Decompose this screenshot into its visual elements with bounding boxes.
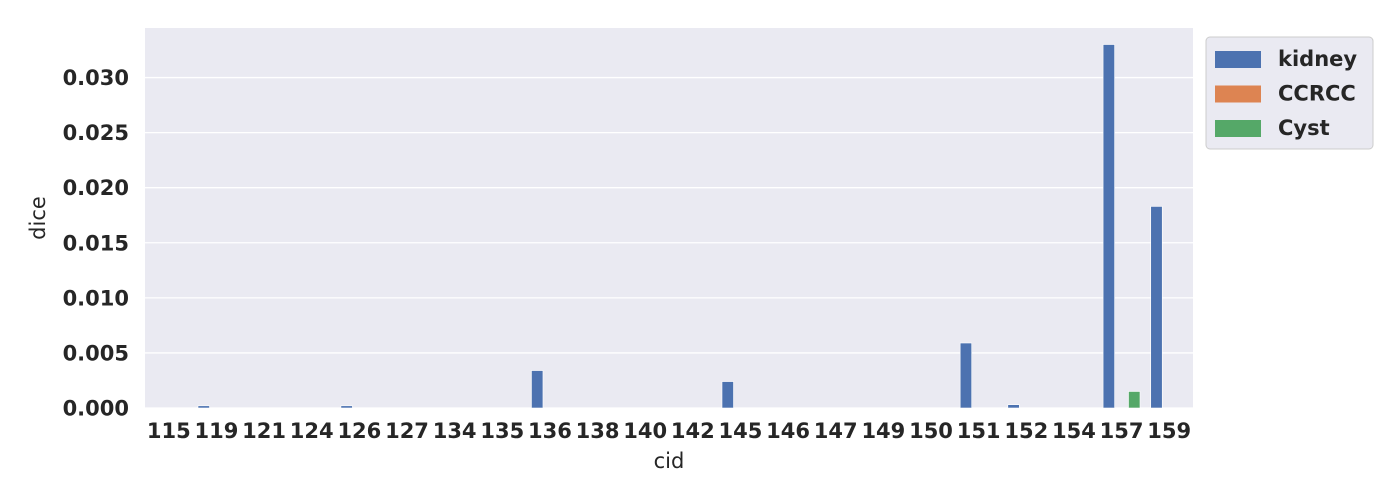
- x-tick-label: 142: [671, 419, 715, 443]
- grid-lines: [145, 76, 1193, 409]
- bar-kidney-145: [721, 381, 734, 409]
- x-axis-label: cid: [654, 449, 685, 473]
- plot-background: [145, 28, 1193, 408]
- x-tick-label: 124: [290, 419, 334, 443]
- x-tick-label: 152: [1004, 419, 1048, 443]
- legend-swatch-kidney: [1215, 51, 1261, 68]
- y-tick-label: 0.025: [63, 121, 129, 145]
- x-tick-label: 135: [480, 419, 524, 443]
- x-tick-label: 151: [957, 419, 1001, 443]
- y-tick-label: 0.015: [63, 231, 129, 255]
- bar-kidney-136: [531, 370, 544, 409]
- x-tick-label: 146: [766, 419, 810, 443]
- x-tick-label: 121: [242, 419, 286, 443]
- legend: kidney CCRCC Cyst: [1205, 36, 1374, 150]
- bars: [197, 44, 1163, 409]
- bar-kidney-151: [959, 342, 972, 409]
- legend-label-ccrcc: CCRCC: [1278, 82, 1356, 106]
- x-tick-label: 154: [1052, 419, 1096, 443]
- bar-kidney-152: [1007, 404, 1020, 409]
- x-tick-label: 138: [576, 419, 620, 443]
- legend-label-cyst: Cyst: [1278, 116, 1330, 140]
- y-tick-label: 0.005: [63, 341, 129, 365]
- bar-kidney-119: [197, 405, 210, 409]
- x-axis-ticks: 115 119 121 124 126 127 134 135 136 138 140 142 145 1…: [147, 419, 1191, 443]
- bar-kidney-159: [1150, 206, 1163, 409]
- x-tick-label: 126: [337, 419, 381, 443]
- bar-kidney-126: [340, 405, 353, 409]
- x-tick-label: 159: [1147, 419, 1191, 443]
- x-tick-label: 140: [623, 419, 667, 443]
- x-tick-label: 147: [814, 419, 858, 443]
- x-tick-label: 145: [719, 419, 763, 443]
- legend-swatch-cyst: [1215, 120, 1261, 137]
- y-tick-label: 0.000: [63, 397, 129, 421]
- bar-cyst-157: [1128, 391, 1141, 409]
- y-axis-label: dice: [26, 196, 50, 240]
- y-tick-label: 0.010: [63, 286, 129, 310]
- x-tick-label: 119: [195, 419, 239, 443]
- y-axis-ticks: 0.000 0.005 0.010 0.015 0.020 0.025 0.030: [63, 66, 129, 420]
- y-tick-label: 0.030: [63, 66, 129, 90]
- x-tick-label: 150: [909, 419, 953, 443]
- y-tick-label: 0.020: [63, 176, 129, 200]
- x-tick-label: 149: [861, 419, 905, 443]
- legend-label-kidney: kidney: [1278, 47, 1357, 71]
- x-tick-label: 136: [528, 419, 572, 443]
- bar-kidney-157: [1102, 44, 1115, 409]
- legend-swatch-ccrcc: [1215, 85, 1261, 103]
- x-tick-label: 115: [147, 419, 191, 443]
- x-tick-label: 157: [1100, 419, 1144, 443]
- x-tick-label: 127: [385, 419, 429, 443]
- x-tick-label: 134: [433, 419, 477, 443]
